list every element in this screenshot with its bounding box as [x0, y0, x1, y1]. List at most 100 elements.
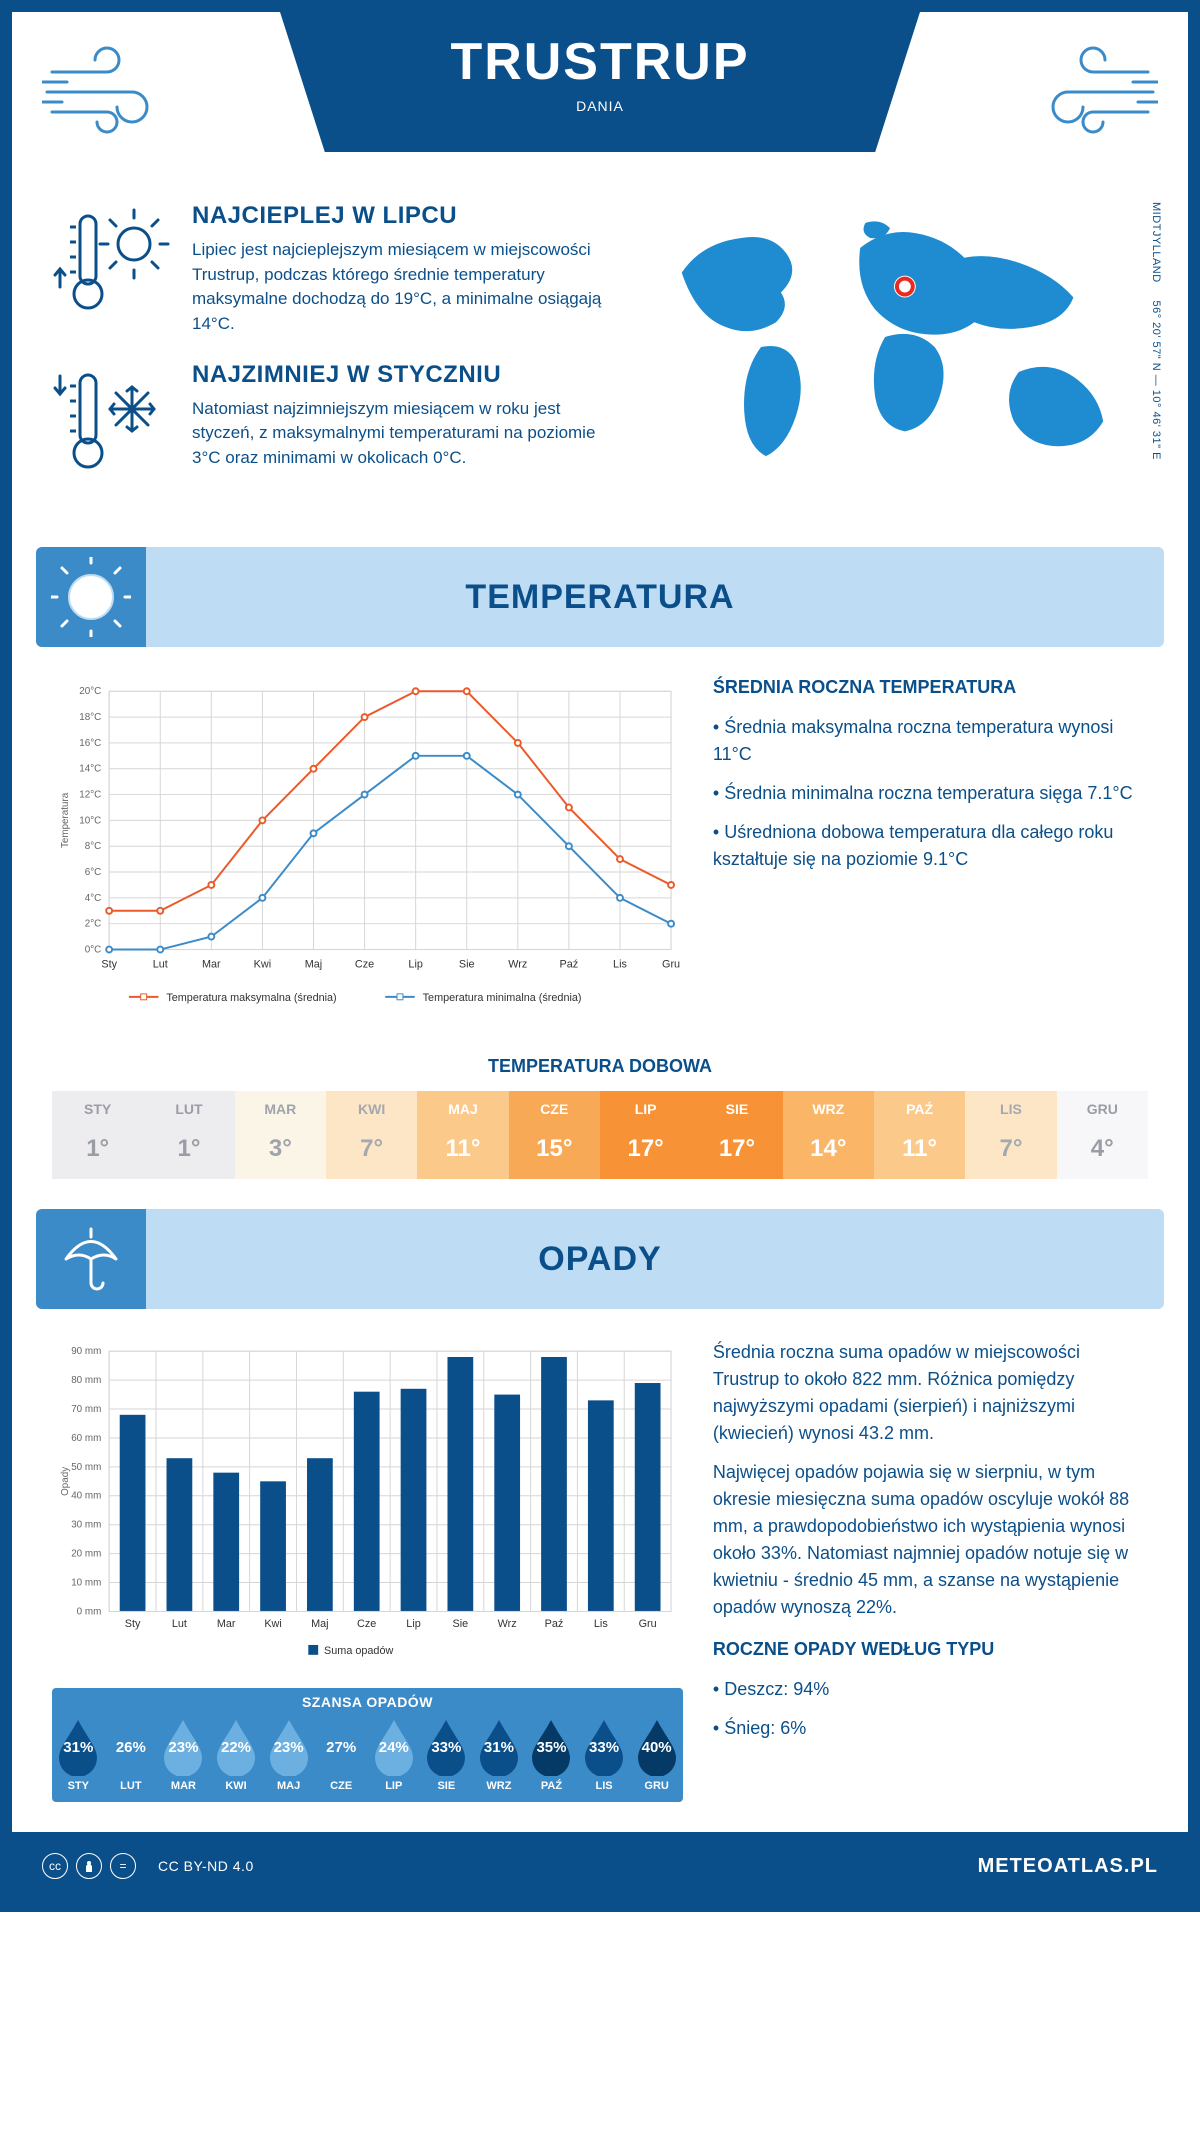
svg-text:Maj: Maj	[305, 958, 322, 970]
warmest-block: NAJCIEPLEJ W LIPCU Lipiec jest najcieple…	[52, 202, 622, 337]
license-text: CC BY-ND 4.0	[158, 1858, 254, 1874]
raindrop-icon: 26%	[106, 1716, 156, 1776]
latlon-label: 56° 20' 57" N — 10° 46' 31" E	[1150, 300, 1162, 459]
svg-text:20 mm: 20 mm	[71, 1549, 101, 1560]
chance-cell: 31% STY	[52, 1716, 105, 1792]
daily-value: 3°	[235, 1135, 326, 1163]
precip-text-col: Średnia roczna suma opadów w miejscowośc…	[713, 1339, 1148, 1802]
svg-text:Mar: Mar	[217, 1618, 236, 1630]
daily-value: 11°	[417, 1135, 508, 1163]
svg-text:18°C: 18°C	[79, 712, 101, 723]
daily-value: 17°	[600, 1135, 691, 1163]
chance-pct: 26%	[116, 1739, 146, 1756]
svg-text:Wrz: Wrz	[508, 958, 527, 970]
chance-pct: 31%	[63, 1739, 93, 1756]
svg-text:10 mm: 10 mm	[71, 1577, 101, 1588]
chance-pct: 40%	[642, 1739, 672, 1756]
raindrop-icon: 31%	[53, 1716, 103, 1776]
svg-text:Kwi: Kwi	[254, 958, 271, 970]
chance-cell: 23% MAR	[157, 1716, 210, 1792]
daily-month: WRZ	[783, 1101, 874, 1117]
chance-title: SZANSA OPADÓW	[52, 1694, 683, 1710]
chance-cell: 40% GRU	[630, 1716, 683, 1792]
daily-value: 7°	[326, 1135, 417, 1163]
chance-pct: 31%	[484, 1739, 514, 1756]
daily-value: 1°	[52, 1135, 143, 1163]
chance-month: MAJ	[262, 1780, 315, 1792]
wind-icon-left	[42, 42, 182, 142]
svg-text:Gru: Gru	[662, 958, 680, 970]
chance-cell: 35% PAŹ	[525, 1716, 578, 1792]
svg-text:Paź: Paź	[545, 1618, 564, 1630]
daily-temp-table: STY1°LUT1°MAR3°KWI7°MAJ11°CZE15°LIP17°SI…	[52, 1091, 1148, 1179]
precip-type-bullet: • Deszcz: 94%	[713, 1676, 1148, 1703]
svg-text:Mar: Mar	[202, 958, 221, 970]
country-name: DANIA	[280, 98, 920, 114]
svg-text:80 mm: 80 mm	[71, 1375, 101, 1386]
warmest-text: Lipiec jest najcieplejszym miesiącem w m…	[192, 238, 622, 337]
daily-month: STY	[52, 1101, 143, 1117]
svg-text:Suma opadów: Suma opadów	[324, 1645, 393, 1657]
raindrop-icon: 23%	[264, 1716, 314, 1776]
temp-bullet: • Średnia minimalna roczna temperatura s…	[713, 780, 1148, 807]
daily-value: 15°	[509, 1135, 600, 1163]
daily-month: LUT	[143, 1101, 234, 1117]
svg-text:Sie: Sie	[453, 1618, 469, 1630]
svg-text:40 mm: 40 mm	[71, 1491, 101, 1502]
daily-cell: MAR3°	[235, 1091, 326, 1179]
temp-band-tab	[36, 547, 146, 647]
daily-value: 4°	[1057, 1135, 1148, 1163]
svg-text:Maj: Maj	[311, 1618, 328, 1630]
wind-icon-right	[1018, 42, 1158, 142]
raindrop-icon: 27%	[316, 1716, 366, 1776]
chance-month: PAŹ	[525, 1780, 578, 1792]
daily-cell: PAŹ11°	[874, 1091, 965, 1179]
svg-text:Paź: Paź	[560, 958, 579, 970]
warmest-title: NAJCIEPLEJ W LIPCU	[192, 202, 622, 230]
daily-month: LIP	[600, 1101, 691, 1117]
chance-cell: 31% WRZ	[473, 1716, 526, 1792]
precip-p1: Średnia roczna suma opadów w miejscowośc…	[713, 1339, 1148, 1447]
temp-bullet: • Średnia maksymalna roczna temperatura …	[713, 714, 1148, 768]
temp-text-title: ŚREDNIA ROCZNA TEMPERATURA	[713, 677, 1148, 698]
svg-text:90 mm: 90 mm	[71, 1346, 101, 1357]
title-banner: TRUSTRUP DANIA	[280, 12, 920, 152]
svg-text:Lut: Lut	[172, 1618, 187, 1630]
temp-bullet: • Uśredniona dobowa temperatura dla całe…	[713, 819, 1148, 873]
raindrop-icon: 40%	[632, 1716, 682, 1776]
svg-text:4°C: 4°C	[85, 893, 102, 904]
chance-cell: 24% LIP	[367, 1716, 420, 1792]
daily-cell: KWI7°	[326, 1091, 417, 1179]
chance-month: WRZ	[473, 1780, 526, 1792]
daily-cell: SIE17°	[691, 1091, 782, 1179]
thermometer-sun-icon	[52, 202, 172, 322]
svg-text:70 mm: 70 mm	[71, 1404, 101, 1415]
chance-cell: 26% LUT	[105, 1716, 158, 1792]
daily-month: GRU	[1057, 1101, 1148, 1117]
cc-logo-icon: cc	[42, 1853, 68, 1879]
raindrop-icon: 33%	[579, 1716, 629, 1776]
svg-text:Lut: Lut	[153, 958, 168, 970]
world-map	[652, 202, 1148, 502]
coords-sidebar: MIDTJYLLAND 56° 20' 57" N — 10° 46' 31" …	[1150, 202, 1162, 460]
precip-section: 0 mm10 mm20 mm30 mm40 mm50 mm60 mm70 mm8…	[12, 1329, 1188, 1812]
precip-band-tab	[36, 1209, 146, 1309]
footer: cc = CC BY-ND 4.0 METEOATLAS.PL	[12, 1832, 1188, 1900]
temp-section-title: TEMPERATURA	[465, 578, 734, 617]
daily-month: MAJ	[417, 1101, 508, 1117]
svg-text:Lip: Lip	[406, 1618, 420, 1630]
svg-text:Cze: Cze	[355, 958, 374, 970]
svg-text:6°C: 6°C	[85, 867, 102, 878]
map-col: MIDTJYLLAND 56° 20' 57" N — 10° 46' 31" …	[652, 202, 1148, 507]
rain-chance-band: SZANSA OPADÓW 31% STY 26% LUT 23%	[52, 1688, 683, 1802]
svg-text:Wrz: Wrz	[498, 1618, 517, 1630]
temp-section-band: TEMPERATURA	[36, 547, 1164, 647]
svg-text:Gru: Gru	[639, 1618, 657, 1630]
daily-cell: MAJ 11°	[417, 1091, 508, 1179]
chance-month: CZE	[315, 1780, 368, 1792]
chance-cell: 23% MAJ	[262, 1716, 315, 1792]
chance-pct: 24%	[379, 1739, 409, 1756]
svg-text:Temperatura: Temperatura	[60, 792, 71, 848]
chance-pct: 27%	[326, 1739, 356, 1756]
daily-month: PAŹ	[874, 1101, 965, 1117]
